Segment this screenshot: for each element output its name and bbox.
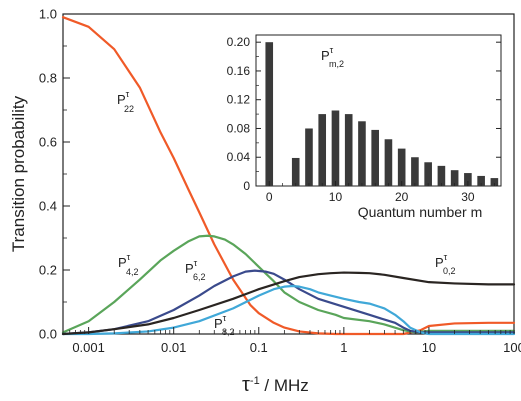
label-p62: Pτ 6,2	[185, 258, 206, 282]
inset-bar	[265, 42, 274, 186]
inset-bar	[371, 129, 379, 186]
series-line-p02	[61, 271, 516, 336]
inset-bar	[397, 148, 406, 186]
inset-bar	[384, 139, 393, 186]
y-tick-label: 0.8	[39, 71, 57, 86]
label-p62-sub: 6,2	[193, 272, 206, 282]
x-axis-title-main: τ	[242, 374, 250, 396]
x-axis-title: τ-1 / MHz	[242, 374, 309, 396]
x-axis-title-rest: / MHz	[260, 376, 309, 395]
series-line-p82	[61, 284, 516, 336]
x-tick-label: 10	[422, 340, 436, 355]
y-tick-label: 0.4	[39, 199, 57, 214]
inset-x-axis-title: Quantum number m	[358, 204, 483, 220]
inset-chart: 0 10 20 30 0 0.04 0.08 0.12 0.16 0.20 Pτ m,2 Quan…	[227, 25, 506, 220]
inset-x-tick-label: 10	[329, 190, 343, 204]
inset-title: Pτ m,2	[321, 45, 344, 69]
main-y-axis: 0.0 0.2 0.4 0.6 0.8 1.0	[39, 7, 70, 342]
inset-x-axis: 0 10 20 30	[266, 181, 495, 204]
y-tick-label: 1.0	[39, 7, 57, 22]
label-p62-sup: τ	[194, 258, 198, 268]
label-p82-sup: τ	[223, 313, 227, 323]
label-p42-sup: τ	[127, 252, 131, 262]
label-p42-main: P	[118, 255, 127, 270]
y-tick-label: 0.6	[39, 135, 57, 150]
inset-y-tick-label: 0.20	[227, 35, 251, 49]
label-p82-sub: 8,2	[222, 327, 235, 337]
inset-bar	[291, 157, 300, 186]
label-p02-main: P	[435, 255, 444, 270]
label-p22: Pτ 22	[117, 89, 134, 114]
label-p22-main: P	[117, 92, 126, 107]
label-p02-sub: 0,2	[443, 266, 456, 276]
label-p82: Pτ 8,2	[214, 313, 235, 337]
inset-y-tick-label: 0	[243, 179, 250, 193]
label-p22-sup: τ	[126, 89, 130, 99]
x-tick-label: 1	[340, 340, 347, 355]
inset-title-sub: m,2	[329, 59, 344, 69]
inset-x-tick-label: 0	[266, 190, 273, 204]
inset-y-tick-label: 0.12	[227, 93, 251, 107]
x-tick-label: 0.1	[250, 340, 268, 355]
inset-bar	[358, 121, 366, 186]
label-p42-sub: 4,2	[126, 267, 139, 277]
inset-y-tick-label: 0.04	[227, 150, 251, 164]
inset-title-main: P	[321, 48, 330, 63]
label-p02: Pτ 0,2	[435, 252, 456, 276]
x-axis-title-sup: -1	[250, 375, 260, 387]
inset-bar	[305, 128, 313, 186]
main-x-axis: 0.001 0.01 0.1 1 10 100	[62, 327, 521, 355]
x-tick-label: 0.01	[161, 340, 186, 355]
inset-title-sup: τ	[330, 45, 334, 55]
inset-x-tick-label: 30	[461, 190, 475, 204]
inset-bar	[490, 178, 499, 186]
inset-bar	[411, 157, 419, 186]
inset-bar	[424, 162, 432, 186]
y-tick-label: 0.2	[39, 263, 57, 278]
label-p02-sup: τ	[444, 252, 448, 262]
inset-bar	[450, 170, 459, 186]
inset-y-tick-label: 0.16	[227, 64, 251, 78]
x-tick-label: 0.001	[72, 340, 105, 355]
inset-bars	[265, 42, 499, 186]
inset-y-axis: 0 0.04 0.08 0.12 0.16 0.20	[227, 35, 501, 193]
inset-bar	[331, 110, 340, 186]
label-p62-main: P	[185, 261, 194, 276]
inset-bar	[437, 165, 446, 186]
label-p42: Pτ 4,2	[118, 252, 139, 277]
inset-x-tick-label: 20	[395, 190, 409, 204]
inset-bar	[318, 114, 327, 186]
label-p82-main: P	[214, 316, 223, 331]
y-tick-label: 0.0	[39, 327, 57, 342]
inset-bar	[464, 173, 472, 186]
inset-bar	[477, 175, 485, 186]
y-axis-title: Transition probability	[9, 95, 28, 252]
label-p22-sub: 22	[124, 104, 134, 114]
inset-y-tick-label: 0.08	[227, 121, 251, 135]
inset-bar	[344, 114, 353, 186]
x-tick-label: 100	[503, 340, 521, 355]
